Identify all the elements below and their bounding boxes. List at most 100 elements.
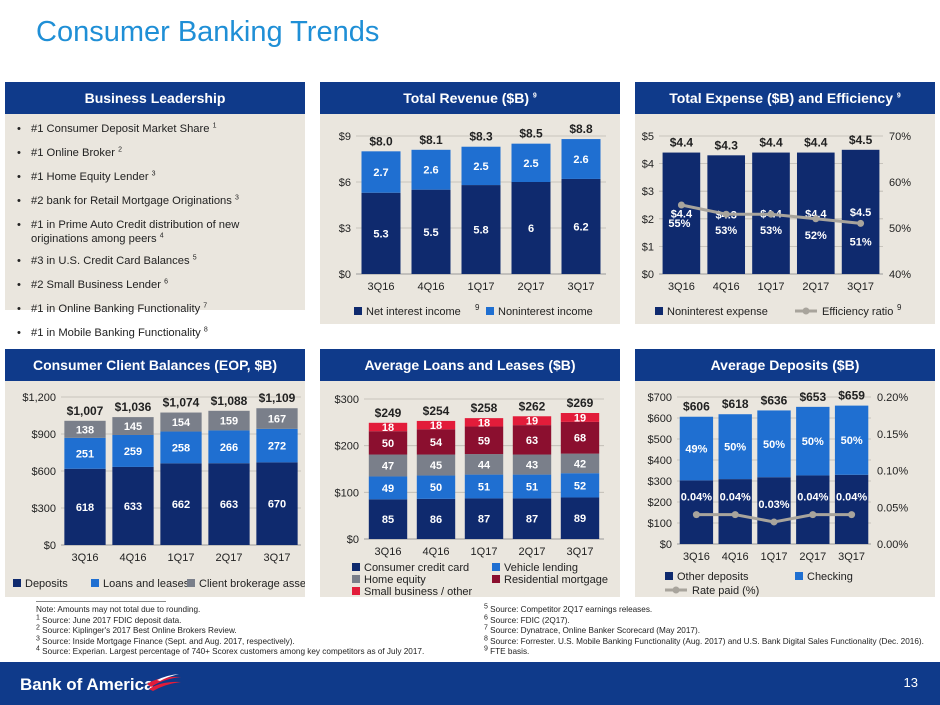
bar-total-label: $636: [761, 393, 788, 407]
line-value-label: 0.04%: [720, 492, 751, 504]
avg-loans-panel: Average Loans and Leases ($B) $0 $100 $200…: [320, 349, 620, 597]
y-tick-label: $700: [648, 392, 672, 404]
bar: [464, 498, 504, 539]
legend-label: Rate paid (%): [692, 585, 759, 597]
bar: [416, 498, 456, 539]
y-tick-label: $3: [642, 186, 654, 198]
x-tick-label: 1Q17: [471, 546, 498, 558]
bar: [512, 416, 552, 426]
business-leadership-panel: Business Leadership #1 Consumer Deposit …: [5, 82, 305, 364]
bar-value-label: 19: [574, 412, 586, 424]
line-point: [677, 201, 685, 209]
bar: [160, 431, 202, 464]
leadership-item: #2 bank for Retail Mortgage Originations…: [17, 194, 295, 208]
bar-total-label: $1,074: [163, 396, 200, 410]
y-tick-label: $100: [648, 518, 672, 530]
bar-value-label: 272: [268, 441, 286, 453]
bar: [361, 192, 401, 274]
legend-label: Vehicle lending: [504, 562, 578, 574]
brand-logo-text: Bank of America: [20, 675, 154, 694]
legend-label: Noninterest expense: [667, 306, 768, 318]
y-tick-label: $5: [642, 131, 654, 143]
y-tick-label: $300: [335, 394, 359, 406]
bar: [416, 429, 456, 455]
legend-label: Small business / other: [364, 586, 473, 597]
footnote: 7 Source: Dynatrace, Online Banker Score…: [484, 624, 700, 636]
bar-value-label: 663: [220, 499, 238, 511]
bar-total-label: $262: [519, 399, 546, 413]
bar-value-label: 167: [268, 414, 286, 426]
y-tick-label: $3: [339, 223, 351, 235]
x-tick-label: 4Q16: [120, 552, 147, 564]
leadership-item: #1 in Online Banking Functionality 7: [17, 302, 295, 316]
legend-swatch: [795, 572, 803, 580]
legend-swatch: [91, 579, 99, 587]
legend-label: Checking: [807, 571, 853, 583]
bar: [796, 406, 830, 476]
line-value-label: 53%: [760, 225, 782, 237]
bar: [512, 498, 552, 539]
bar-value-label: 43: [526, 460, 538, 472]
bar: [361, 151, 401, 193]
bar-value-label: 87: [478, 514, 490, 526]
leadership-item: #1 Consumer Deposit Market Share 1: [17, 122, 295, 136]
bar: [464, 454, 504, 475]
legend-swatch: [486, 307, 494, 315]
bar: [464, 418, 504, 427]
x-tick-label: 4Q16: [418, 281, 445, 293]
bar: [662, 152, 701, 274]
y2-tick-label: 0.15%: [877, 429, 908, 441]
footnote: 6 Source: FDIC (2Q17).: [484, 613, 570, 625]
x-tick-label: 2Q17: [518, 281, 545, 293]
bar-value-label: 145: [124, 421, 142, 433]
bar-value-label: 18: [478, 417, 490, 429]
legend-swatch: [187, 579, 195, 587]
business-leadership-title: Business Leadership: [5, 82, 305, 114]
legend-label: Client brokerage assets: [199, 578, 305, 590]
bar-value-label: 6.2: [573, 221, 588, 233]
x-tick-label: 4Q16: [713, 281, 740, 293]
bar-total-label: $4.4: [670, 136, 694, 150]
bar: [416, 420, 456, 430]
y-tick-label: $200: [648, 497, 672, 509]
bar: [64, 420, 106, 438]
bar-value-label: 266: [220, 442, 238, 454]
line-value-label: 51%: [850, 236, 872, 248]
x-tick-label: 3Q16: [72, 552, 99, 564]
y-tick-label: $2: [642, 214, 654, 226]
bar: [560, 473, 600, 498]
legend-label: Net interest income: [366, 306, 461, 318]
x-tick-label: 2Q17: [799, 551, 826, 563]
x-tick-label: 1Q17: [758, 281, 785, 293]
leadership-list: #1 Consumer Deposit Market Share 1 #1 Onl…: [5, 114, 305, 364]
legend-swatch: [352, 563, 360, 571]
bar-value-label: 44: [478, 459, 491, 471]
bar: [461, 146, 501, 186]
flag-logo-icon: [147, 674, 181, 691]
bar: [416, 475, 456, 499]
bar-value-label: 2.6: [423, 165, 438, 177]
bar-total-label: $249: [375, 406, 402, 420]
bar-total-label: $8.0: [369, 134, 393, 148]
legend-line-marker: [672, 586, 680, 594]
legend-footnote-marker: 9: [897, 303, 902, 312]
bar: [208, 463, 250, 545]
legend-footnote-marker: 9: [475, 303, 480, 312]
footnote: 8 Source: Forrester. U.S. Mobile Banking…: [484, 635, 924, 646]
line-value-label: 0.03%: [758, 499, 789, 511]
bar: [256, 462, 298, 545]
avg-loans-title: Average Loans and Leases ($B): [320, 349, 620, 381]
bar-total-label: $254: [423, 404, 450, 418]
legend-label: Loans and leases: [103, 578, 190, 590]
client-balances-panel: Consumer Client Balances (EOP, $B) $0 $30…: [5, 349, 305, 597]
bar-total-label: $8.5: [519, 127, 543, 141]
y-tick-label: $0: [642, 269, 654, 281]
footer-bar: Bank of America 13: [0, 662, 940, 705]
bar: [561, 178, 601, 274]
avg-deposits-chart: $0 $100 $200 $300 $400 $500 $600 $700 0.00% 0.05%…: [648, 389, 909, 597]
bar-total-label: $8.1: [419, 133, 443, 147]
bar: [796, 152, 835, 274]
bar: [160, 463, 202, 545]
y-tick-label: $600: [648, 413, 672, 425]
notes-separator: [36, 601, 166, 602]
